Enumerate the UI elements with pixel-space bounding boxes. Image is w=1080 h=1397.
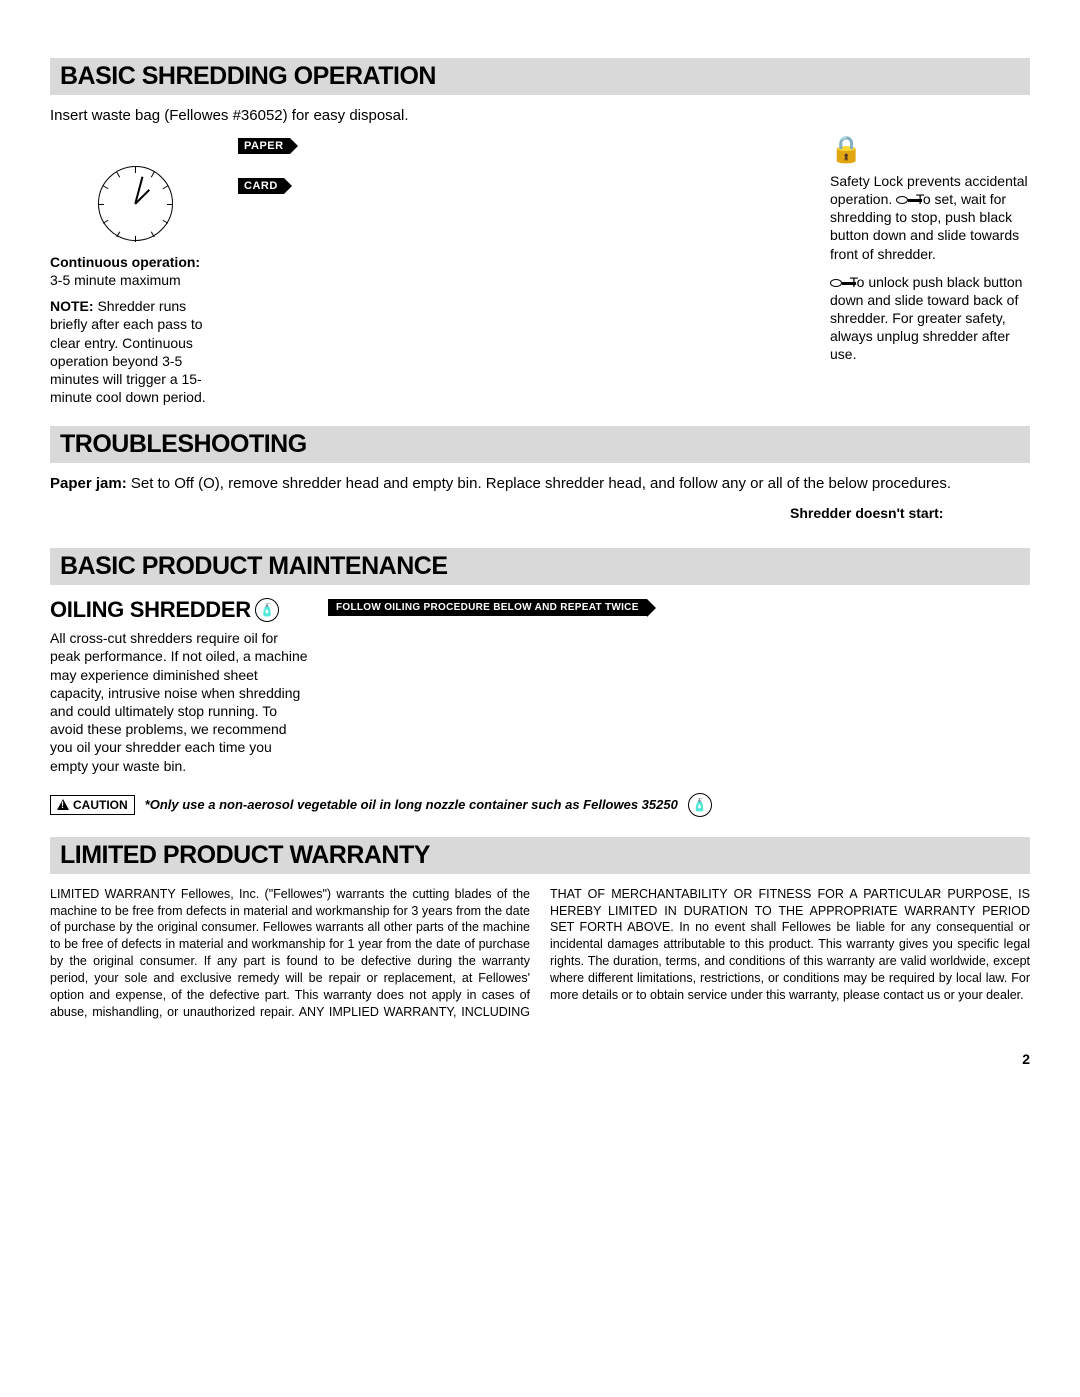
section-header-basic-op: BASIC SHREDDING OPERATION xyxy=(50,58,1030,95)
section-header-warranty: LIMITED PRODUCT WARRANTY xyxy=(50,837,1030,874)
section-title: BASIC PRODUCT MAINTENANCE xyxy=(60,552,448,580)
lock-icon: 🔒 xyxy=(830,136,1030,162)
oil-bottle-icon: 🧴 xyxy=(255,598,279,622)
caution-text: *Only use a non-aerosol vegetable oil in… xyxy=(145,797,678,813)
lock-text-3: To unlock push black button down and sli… xyxy=(830,274,1022,363)
warranty-text: LIMITED WARRANTY Fellowes, Inc. ("Fellow… xyxy=(50,886,1030,1021)
note-label: NOTE: xyxy=(50,298,94,314)
section-title: LIMITED PRODUCT WARRANTY xyxy=(60,841,430,869)
caution-box: CAUTION xyxy=(50,795,135,815)
continuous-heading: Continuous operation: xyxy=(50,254,200,270)
nostart-heading: Shredder doesn't start: xyxy=(790,504,1030,522)
key-icon xyxy=(830,279,842,287)
section-title: BASIC SHREDDING OPERATION xyxy=(60,62,436,90)
jam-label: Paper jam: xyxy=(50,475,127,492)
nostart-block: Shredder doesn't start: xyxy=(790,504,1030,528)
oiling-text: All cross-cut shredders require oil for … xyxy=(50,629,310,775)
note-text: Shredder runs briefly after each pass to… xyxy=(50,298,206,405)
card-tag: CARD xyxy=(238,178,284,194)
follow-procedure-bar: FOLLOW OILING PROCEDURE BELOW AND REPEAT… xyxy=(328,599,647,616)
section-header-trouble: TROUBLESHOOTING xyxy=(50,426,1030,463)
caution-triangle-icon xyxy=(57,799,69,810)
intro-text: Insert waste bag (Fellowes #36052) for e… xyxy=(50,107,1030,126)
page-number: 2 xyxy=(50,1051,1030,1067)
section-header-maint: BASIC PRODUCT MAINTENANCE xyxy=(50,548,1030,585)
clock-icon xyxy=(98,166,173,241)
paper-tag: PAPER xyxy=(238,138,290,154)
caution-label: CAUTION xyxy=(73,798,128,812)
oiling-title: OILING SHREDDER xyxy=(50,597,251,623)
jam-text: Set to Off (O), remove shredder head and… xyxy=(127,475,951,492)
oil-bottle-icon: 🧴 xyxy=(688,793,712,817)
safety-lock-block: 🔒 Safety Lock prevents accidental operat… xyxy=(830,136,1030,407)
continuous-text: 3-5 minute maximum xyxy=(50,272,181,288)
section-title: TROUBLESHOOTING xyxy=(60,430,307,458)
key-icon xyxy=(896,196,908,204)
continuous-operation-block: Continuous operation: 3-5 minute maximum… xyxy=(50,136,220,407)
